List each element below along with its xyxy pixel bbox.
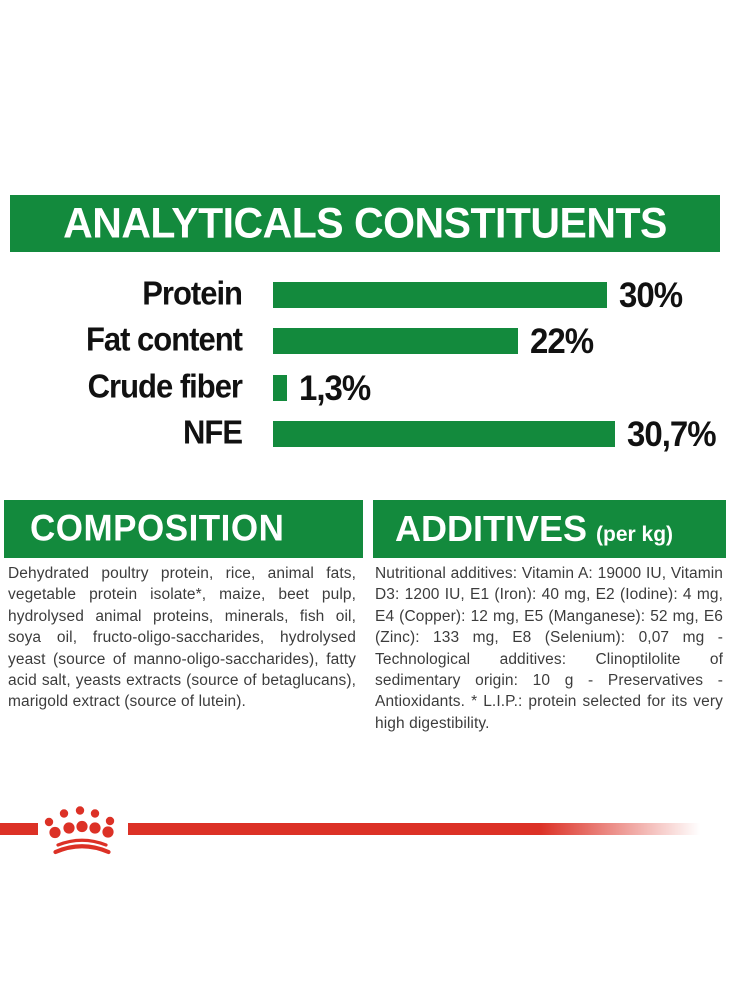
chart-value-label: 30,7% bbox=[627, 413, 717, 454]
composition-header: COMPOSITION bbox=[4, 500, 363, 558]
chart-row: Crude fiber 1,3% bbox=[0, 367, 730, 408]
chart-category-label: NFE bbox=[183, 413, 243, 452]
analytical-constituents-title: ANALYTICALS CONSTITUENTS bbox=[63, 198, 667, 248]
footer-red-rule-right bbox=[128, 823, 700, 835]
composition-body-text: Dehydrated poultry protein, rice, animal… bbox=[8, 565, 356, 711]
chart-category-label: Crude fiber bbox=[87, 367, 243, 406]
analytical-constituents-bar-chart: Protein 30% Fat content 22% Crude fiber 1,3% N… bbox=[0, 0, 730, 470]
additives-per-kg-label: (per kg) bbox=[596, 523, 674, 546]
footer-red-rule-left bbox=[0, 823, 38, 835]
chart-bar bbox=[273, 421, 615, 447]
chart-row: Fat content 22% bbox=[0, 320, 730, 361]
chart-row: NFE 30,7% bbox=[0, 413, 730, 454]
chart-category-label: Fat content bbox=[85, 320, 243, 359]
additives-header: ADDITIVES (per kg) bbox=[373, 500, 726, 558]
chart-value-label: 1,3% bbox=[299, 367, 371, 408]
additives-body-text: Nutritional additives: Vitamin A: 19000 … bbox=[375, 565, 723, 732]
chart-bar bbox=[273, 375, 287, 401]
additives-title: ADDITIVES bbox=[395, 508, 588, 549]
chart-bar bbox=[273, 328, 518, 354]
chart-value-label: 22% bbox=[530, 320, 594, 361]
chart-category-label: Protein bbox=[142, 274, 243, 313]
chart-bar bbox=[273, 282, 607, 308]
chart-value-label: 30% bbox=[619, 274, 683, 315]
royal-canin-crown-icon bbox=[44, 806, 115, 855]
chart-row: Protein 30% bbox=[0, 274, 730, 315]
analytical-constituents-header: ANALYTICALS CONSTITUENTS bbox=[10, 195, 720, 252]
composition-title: COMPOSITION bbox=[30, 508, 285, 549]
